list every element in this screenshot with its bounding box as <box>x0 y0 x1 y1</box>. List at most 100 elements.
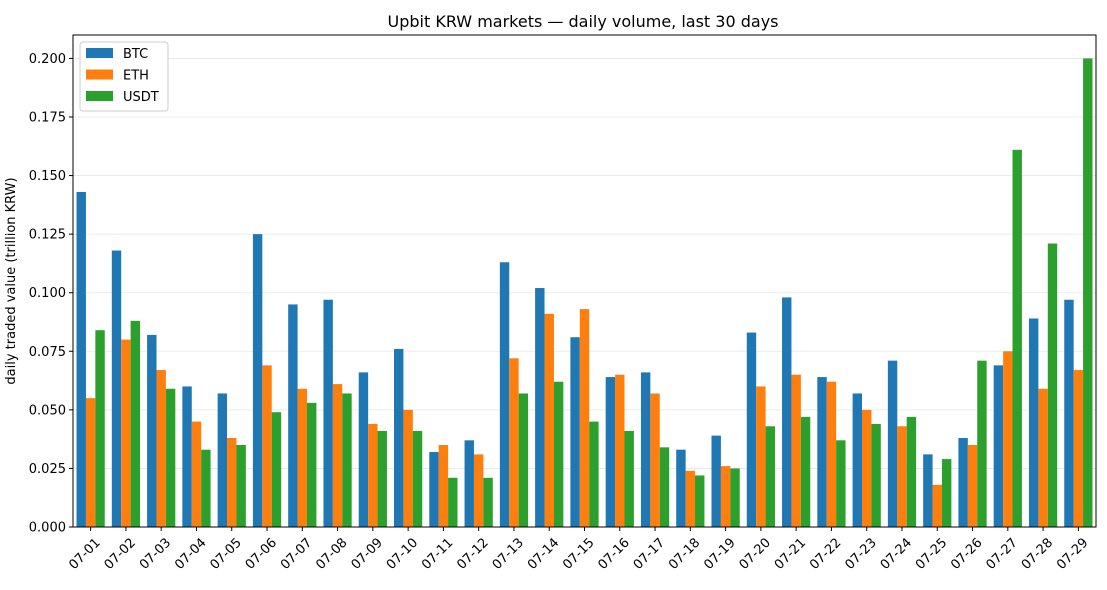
bar-eth <box>579 309 590 527</box>
bar-usdt <box>624 430 634 527</box>
x-tick-label: 07-29 <box>1054 535 1091 572</box>
y-tick-label: 0.075 <box>29 345 66 360</box>
x-tick-label: 07-13 <box>490 535 527 572</box>
x-tick-label: 07-15 <box>560 535 597 572</box>
bar-usdt <box>342 393 352 527</box>
x-tick-label: 07-11 <box>419 535 456 572</box>
x-tick-label: 07-03 <box>137 535 174 572</box>
bar-btc <box>182 386 192 527</box>
bar-eth <box>650 393 660 527</box>
bar-usdt <box>589 421 599 527</box>
x-tick-label: 07-10 <box>384 535 421 572</box>
bar-eth <box>967 445 978 527</box>
x-tick-label: 07-07 <box>278 535 315 572</box>
bar-eth <box>509 358 519 527</box>
bar-btc <box>605 377 616 527</box>
bar-btc <box>570 337 580 527</box>
x-tick-label: 07-19 <box>701 535 738 572</box>
x-tick-label: 07-18 <box>666 535 703 572</box>
bar-eth <box>191 421 202 527</box>
x-tick-label: 07-17 <box>631 535 668 572</box>
bar-btc <box>746 332 757 527</box>
y-tick-label: 0.050 <box>29 403 66 418</box>
bar-btc <box>852 393 863 527</box>
bar-eth <box>791 374 801 527</box>
bar-usdt <box>130 320 141 527</box>
bar-usdt <box>800 416 811 527</box>
bar-usdt <box>977 360 987 527</box>
bar-btc <box>464 440 474 527</box>
x-tick-label: 07-24 <box>878 535 915 572</box>
bar-btc <box>535 288 545 527</box>
bar-btc <box>817 377 827 527</box>
bar-btc <box>288 304 298 527</box>
bar-eth <box>826 381 837 527</box>
bar-btc <box>358 372 369 527</box>
bar-usdt <box>1012 149 1022 528</box>
bar-usdt <box>659 447 670 527</box>
bar-usdt <box>730 468 740 527</box>
bar-usdt <box>765 426 775 527</box>
bar-usdt <box>1047 243 1058 527</box>
x-tick-label: 07-27 <box>984 535 1021 572</box>
bar-btc <box>499 262 510 527</box>
bar-usdt <box>95 330 105 527</box>
y-tick-label: 0.100 <box>29 286 66 301</box>
bar-eth <box>297 388 307 527</box>
bar-eth <box>1073 370 1084 527</box>
bar-usdt <box>448 477 458 527</box>
bar-eth <box>156 370 166 527</box>
bar-btc <box>958 437 968 527</box>
bar-eth <box>897 426 907 527</box>
bar-usdt <box>271 412 282 527</box>
bars <box>76 58 1093 528</box>
bar-usdt <box>553 381 564 527</box>
x-tick-label: 07-25 <box>913 535 950 572</box>
x-tick-label: 07-09 <box>349 535 386 572</box>
bar-eth <box>544 313 554 527</box>
y-tick-label: 0.175 <box>29 111 66 126</box>
x-tick-label: 07-05 <box>207 535 244 572</box>
legend-swatch-eth <box>86 69 113 80</box>
bar-btc <box>1064 299 1074 527</box>
bar-btc <box>923 454 933 527</box>
x-tick-label: 07-04 <box>172 535 209 572</box>
legend-label-eth: ETH <box>123 69 149 84</box>
x-tick-label: 07-21 <box>772 535 809 572</box>
x-tick-label: 07-26 <box>948 535 985 572</box>
x-tick-label: 07-12 <box>454 535 491 572</box>
bar-usdt <box>307 402 317 527</box>
legend-label-btc: BTC <box>123 47 148 62</box>
bar-eth <box>720 466 731 527</box>
legend-swatch-btc <box>86 48 113 58</box>
bar-eth <box>473 454 484 527</box>
bar-usdt <box>412 430 423 527</box>
bar-eth <box>1038 388 1048 527</box>
bar-eth <box>403 409 413 527</box>
y-tick-label: 0.150 <box>29 169 66 184</box>
bar-btc <box>782 297 792 527</box>
bar-usdt <box>871 423 881 527</box>
x-tick-label: 07-06 <box>243 535 280 572</box>
bar-usdt <box>518 393 529 527</box>
bar-eth <box>332 384 343 527</box>
bar-eth <box>368 423 378 527</box>
bar-usdt <box>377 430 387 527</box>
bar-usdt <box>695 475 705 527</box>
y-axis-label: daily traded value (trillion KRW) <box>4 177 19 384</box>
bar-btc <box>394 348 404 527</box>
chart-title: Upbit KRW markets — daily volume, last 3… <box>388 12 779 31</box>
x-tick-label: 07-20 <box>737 535 774 572</box>
bar-btc <box>147 334 157 527</box>
bar-btc <box>252 234 263 527</box>
bar-eth <box>227 437 237 527</box>
bar-eth <box>438 445 449 527</box>
x-tick-label: 07-02 <box>102 535 139 572</box>
bar-usdt <box>483 477 493 527</box>
bar-usdt <box>165 388 176 527</box>
bar-btc <box>217 393 228 527</box>
x-tick-label: 07-23 <box>842 535 879 572</box>
x-tick-label: 07-08 <box>313 535 350 572</box>
bar-eth <box>685 470 696 527</box>
